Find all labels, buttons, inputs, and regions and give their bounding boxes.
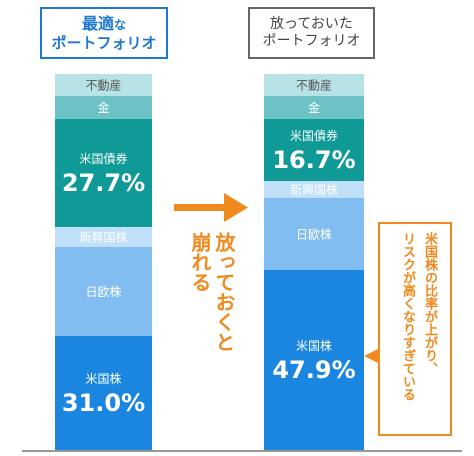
bar-stack-neglected: 米国株 47.9% 日欧株 新興国株 米国債券 16.7% 金 不動産 <box>264 74 364 450</box>
segment-us-stocks-right <box>264 270 364 450</box>
segment-real-estate-left <box>55 74 152 96</box>
value-label-us-stocks-right: 47.9% <box>272 356 355 384</box>
segment-label-jp-eu-stocks-right: 日欧株 <box>296 227 332 242</box>
segment-real-estate-right <box>264 74 364 96</box>
optimal-title-line2: ポートフォリオ <box>51 33 157 52</box>
neglected-title-line1: 放っておいた <box>270 16 353 33</box>
arrow-caption-col1: 放っておくと <box>212 232 236 352</box>
segment-label-us-bonds-left: 米国債券 <box>79 151 127 166</box>
neglected-portfolio-title: 放っておいた ポートフォリオ <box>248 7 375 59</box>
segment-label-gold-right: 金 <box>308 100 320 115</box>
value-label-us-bonds-left: 27.7% <box>62 169 145 197</box>
risk-callout: 米国株の比率が上がり、 リスクが高くなりすぎている <box>378 222 452 436</box>
segment-gold-right <box>264 96 364 119</box>
value-label-us-stocks-left: 31.0% <box>62 389 145 417</box>
optimal-portfolio-title: 最適な ポートフォリオ <box>40 7 168 59</box>
segment-label-jp-eu-stocks-left: 日欧株 <box>85 284 121 299</box>
arrow-head <box>224 193 248 222</box>
segment-label-emerging-stocks-right: 新興国株 <box>290 182 338 197</box>
arrow-caption: 放っておくと 崩れる <box>188 232 236 352</box>
chart-baseline <box>22 450 462 452</box>
segment-jp-eu-stocks-right <box>264 198 364 270</box>
segment-emerging-stocks-left <box>55 227 152 247</box>
segment-label-real-estate-left: 不動産 <box>85 78 121 93</box>
optimal-title-line1-small: な <box>114 18 127 33</box>
optimal-title-line1: 最適 <box>81 14 114 34</box>
segment-us-bonds-right <box>264 119 364 181</box>
segment-gold-left <box>55 96 152 119</box>
segment-label-us-stocks-left: 米国株 <box>85 371 121 386</box>
callout-line2: リスクが高くなりすぎている <box>400 232 415 401</box>
segment-us-bonds-left <box>55 119 152 227</box>
callout-pointer <box>364 349 378 363</box>
segment-label-real-estate-right: 不動産 <box>296 78 332 93</box>
segment-label-emerging-stocks-left: 新興国株 <box>79 230 127 245</box>
segment-us-stocks-left <box>55 336 152 450</box>
neglected-title-line2: ポートフォリオ <box>262 33 361 49</box>
segment-jp-eu-stocks-left <box>55 247 152 336</box>
arrow-caption-col2: 崩れる <box>188 232 212 292</box>
segment-emerging-stocks-right <box>264 181 364 198</box>
arrow-shaft <box>174 204 226 211</box>
value-label-us-bonds-right: 16.7% <box>272 146 355 174</box>
segment-label-gold-left: 金 <box>97 100 109 115</box>
callout-line1: 米国株の比率が上がり、 <box>422 232 437 375</box>
segment-label-us-stocks-right: 米国株 <box>296 338 332 353</box>
bar-stack-optimal: 米国株 31.0% 日欧株 新興国株 米国債券 27.7% 金 不動産 <box>55 74 152 450</box>
segment-label-us-bonds-right: 米国債券 <box>290 128 338 143</box>
